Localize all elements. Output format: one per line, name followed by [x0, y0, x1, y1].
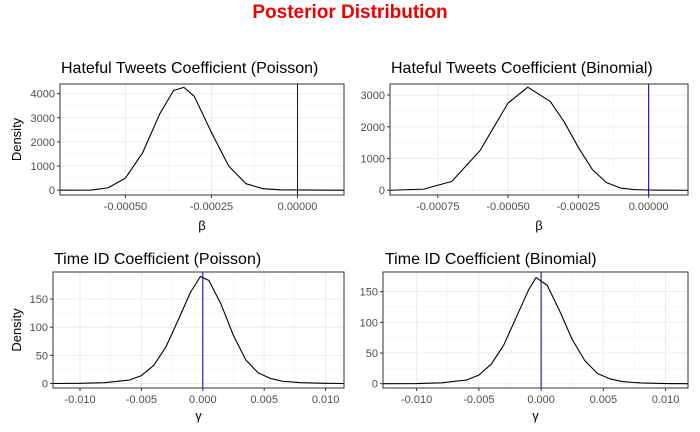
- panel-3-x-tick-label: -0.010: [64, 394, 95, 406]
- panel-4-x-tick-label: -0.010: [401, 394, 432, 406]
- panel-2-y-tick-label: 1000: [361, 154, 385, 166]
- panel-2-density-curve: [389, 86, 689, 191]
- panel-4-density-curve: [382, 276, 689, 385]
- panel-1-y-tick-label: 3000: [31, 113, 55, 125]
- panel-2-x-tick-label: -0.00075: [416, 201, 459, 213]
- panel-4-x-tick-label: 0.000: [527, 394, 555, 406]
- panel-1-x-tick-label: -0.00025: [190, 201, 233, 213]
- panel-3-y-tick-label: 150: [30, 294, 48, 306]
- panel-2-y-tick-label: 3000: [361, 90, 385, 102]
- panel-2-x-tick-label: -0.00025: [557, 201, 600, 213]
- panel-3-x-tick-label: -0.005: [126, 394, 157, 406]
- panel-4-y-tick-label: 150: [360, 287, 378, 299]
- panel-2-background: [390, 84, 688, 195]
- panel-1-y-tick-label: 4000: [31, 89, 55, 101]
- panel-2-border: [389, 83, 689, 196]
- panel-2-x-tick-label: 0.00000: [629, 201, 669, 213]
- panel-4-y-tick-label: 0: [372, 379, 378, 391]
- panel-3-x-tick-label: 0.010: [312, 394, 340, 406]
- panel-4-x-tick-label: -0.005: [463, 394, 494, 406]
- panel-1-x-tick-label: -0.00050: [104, 201, 147, 213]
- panel-3-y-tick-label: 0: [42, 378, 48, 390]
- panel-1-x-axis-label: β: [198, 218, 205, 233]
- panel-1-density-curve: [59, 86, 345, 191]
- panel-1-y-tick-label: 2000: [31, 137, 55, 149]
- panel-4-x-tick-label: 0.005: [590, 394, 618, 406]
- panel-2-y-tick-label: 2000: [361, 122, 385, 134]
- panel-4-x-tick-label: 0.010: [652, 394, 680, 406]
- panel-3-y-axis-label: Density: [9, 308, 24, 352]
- panel-4-background: [383, 272, 688, 388]
- panel-2-title: Hateful Tweets Coefficient (Binomial): [391, 60, 653, 77]
- panel-4-x-axis-label: γ: [532, 408, 539, 423]
- panel-3-border: [52, 271, 345, 389]
- panel-3-x-tick-label: 0.005: [250, 394, 278, 406]
- panel-2-x-tick-label: -0.00050: [486, 201, 529, 213]
- panel-3-y-tick-label: 50: [36, 350, 48, 362]
- panel-4-y-tick-label: 100: [360, 317, 378, 329]
- panel-1-y-tick-label: 1000: [31, 161, 55, 173]
- panel-2-y-tick-label: 0: [379, 185, 385, 197]
- panel-3-title: Time ID Coefficient (Poisson): [54, 251, 261, 268]
- panel-4-border: [382, 271, 689, 389]
- panel-1-y-axis-label: Density: [9, 117, 24, 161]
- panel-1-title: Hateful Tweets Coefficient (Poisson): [61, 60, 318, 77]
- panel-2-x-axis-label: β: [535, 218, 542, 233]
- panel-3-background: [53, 272, 344, 388]
- panel-1-border: [59, 83, 345, 196]
- panel-3-x-axis-label: γ: [195, 408, 202, 423]
- panel-3-y-tick-label: 100: [30, 322, 48, 334]
- panel-1-y-tick-label: 0: [49, 185, 55, 197]
- figure-title: Posterior Distribution: [252, 2, 448, 23]
- panel-1-x-tick-label: 0.00000: [278, 201, 318, 213]
- panel-4-title: Time ID Coefficient (Binomial): [385, 251, 597, 268]
- panel-4-y-tick-label: 50: [366, 348, 378, 360]
- panel-1-background: [60, 84, 344, 195]
- panel-3-x-tick-label: 0.000: [189, 394, 217, 406]
- panel-3-density-curve: [52, 275, 345, 385]
